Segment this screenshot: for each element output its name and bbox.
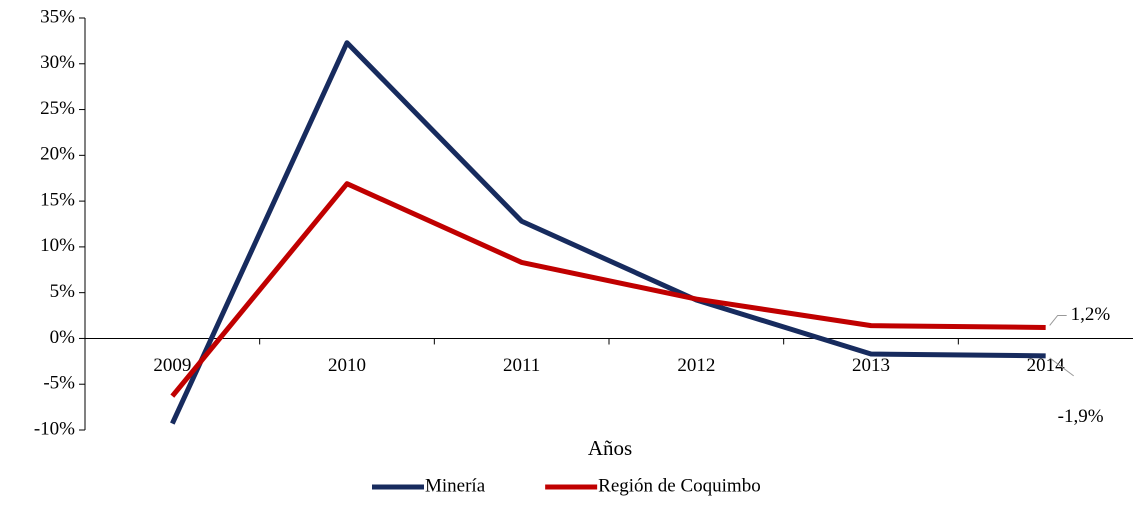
x-tick-label: 2011 xyxy=(503,355,540,376)
leader-line xyxy=(1049,314,1067,326)
x-tick-label: 2010 xyxy=(328,355,366,376)
x-axis-title: Años xyxy=(588,436,632,460)
y-tick-label: 30% xyxy=(40,52,75,73)
x-tick-label: 2009 xyxy=(153,355,191,376)
y-tick-label: -5% xyxy=(43,373,75,394)
series-line xyxy=(170,181,1046,398)
y-tick-label: 0% xyxy=(50,327,76,348)
legend-label: Minería xyxy=(425,475,486,496)
leader-line xyxy=(1049,357,1074,377)
y-tick-label: 25% xyxy=(40,98,75,119)
legend-label: Región de Coquimbo xyxy=(598,475,761,496)
y-tick-label: 5% xyxy=(50,281,76,302)
y-tick-label: 35% xyxy=(40,6,75,27)
x-tick-label: 2014 xyxy=(1027,355,1066,376)
series-line xyxy=(170,40,1046,425)
y-tick-label: 15% xyxy=(40,189,75,210)
y-tick-label: 20% xyxy=(40,144,75,165)
data-label: -1,9% xyxy=(1058,406,1104,427)
x-tick-label: 2013 xyxy=(852,355,890,376)
y-tick-label: -10% xyxy=(34,418,75,439)
x-tick-label: 2012 xyxy=(677,355,715,376)
data-label: 1,2% xyxy=(1071,304,1111,325)
y-tick-label: 10% xyxy=(40,235,75,256)
